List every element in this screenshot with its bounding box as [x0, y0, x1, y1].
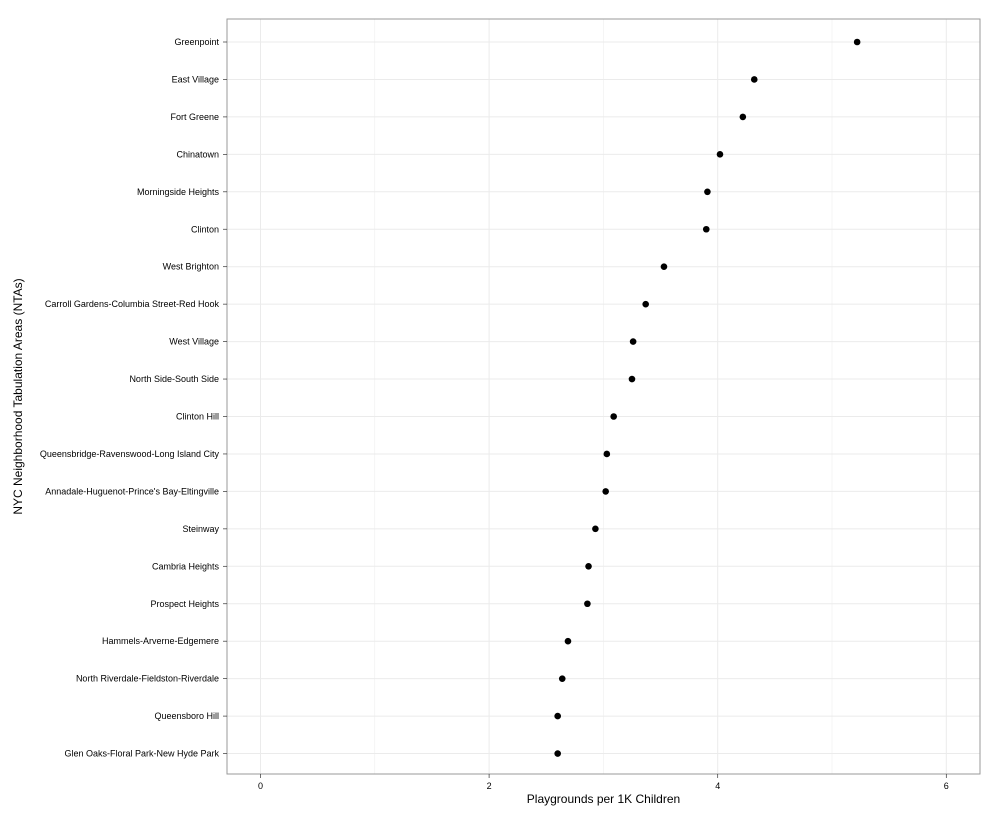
y-tick-label: Greenpoint — [174, 37, 219, 47]
data-point — [602, 488, 609, 495]
y-tick-label: North Riverdale-Fieldston-Riverdale — [76, 674, 219, 684]
data-point — [558, 675, 566, 682]
data-point — [610, 413, 617, 420]
y-tick-label: Chinatown — [176, 149, 219, 159]
y-tick-label: Clinton — [191, 224, 219, 234]
y-tick-label: East Village — [172, 74, 219, 84]
data-point — [739, 113, 747, 121]
y-axis: Greenpoint East Village Fort Greene Chinato… — [40, 37, 227, 759]
y-tick-label: Glen Oaks-Floral Park-New Hyde Park — [64, 749, 219, 759]
y-tick-label: Steinway — [182, 524, 219, 534]
y-tick-label: Fort Greene — [170, 112, 219, 122]
data-point — [750, 76, 758, 83]
x-tick-label: 6 — [944, 781, 949, 791]
x-tick-label: 4 — [715, 781, 720, 791]
x-axis-title: Playgrounds per 1K Children — [527, 792, 680, 806]
data-point — [629, 338, 637, 345]
x-tick-label: 2 — [487, 781, 492, 791]
y-tick-label: Cambria Heights — [152, 561, 220, 571]
y-axis-title: NYC Neighborhood Tabulation Areas (NTAs) — [11, 278, 25, 514]
data-point — [564, 637, 572, 645]
y-tick-label: Annadale-Huguenot-Prince's Bay-Eltingvil… — [45, 486, 219, 496]
data-point — [554, 712, 561, 720]
y-tick-label: Morningside Heights — [137, 187, 220, 197]
y-tick-label: Prospect Heights — [150, 599, 219, 609]
data-point — [592, 525, 599, 533]
data-points — [554, 38, 861, 757]
panel-border — [226, 18, 981, 775]
data-point — [628, 375, 636, 383]
y-tick-label: Queensboro Hill — [154, 711, 219, 721]
data-point — [853, 38, 861, 46]
y-tick-label: Clinton Hill — [176, 412, 219, 422]
y-tick-label: West Brighton — [163, 262, 219, 272]
data-point — [554, 750, 561, 757]
data-point — [702, 225, 710, 233]
grid-lines — [227, 19, 980, 774]
data-point — [603, 450, 611, 458]
data-point — [704, 188, 711, 196]
y-tick-label: West Village — [169, 337, 219, 347]
data-point — [584, 600, 591, 608]
x-tick-label: 0 — [258, 781, 263, 791]
data-point — [585, 563, 592, 570]
data-point — [660, 263, 668, 271]
data-point — [716, 151, 724, 158]
data-point — [642, 300, 649, 308]
y-tick-label: North Side-South Side — [129, 374, 219, 384]
y-tick-label: Carroll Gardens-Columbia Street-Red Hook — [45, 299, 220, 309]
y-tick-label: Hammels-Arverne-Edgemere — [102, 636, 219, 646]
x-axis: 0 2 4 6 — [258, 774, 949, 791]
y-tick-label: Queensbridge-Ravenswood-Long Island City — [40, 449, 220, 459]
